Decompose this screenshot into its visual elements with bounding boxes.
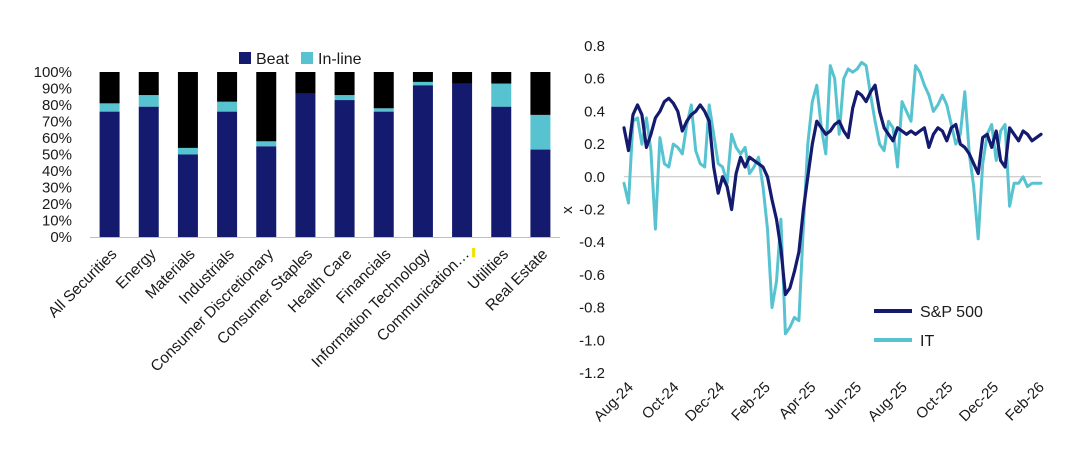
legend-swatch-inline xyxy=(301,52,313,64)
x-tick-label: Aug-24 xyxy=(591,379,637,425)
bar-segment-remainder xyxy=(99,72,120,104)
bar-segment-remainder xyxy=(530,72,551,115)
bar-segment-remainder xyxy=(412,72,433,82)
x-tick-label: Jun-25 xyxy=(821,379,865,423)
y-tick-label: 0.0 xyxy=(584,169,605,186)
bar-segment-remainder xyxy=(452,72,473,84)
bar-segment-remainder xyxy=(295,72,316,94)
bar-segment-in-line xyxy=(217,101,238,112)
legend-label-sp500: S&P 500 xyxy=(920,304,983,321)
bar-segment-remainder xyxy=(491,72,512,84)
y-tick-label: 0.6 xyxy=(584,71,605,88)
bar-segment-remainder xyxy=(138,72,159,96)
bar-segment-in-line xyxy=(412,81,433,86)
bar-segment-in-line xyxy=(373,108,394,112)
legend-swatch-beat xyxy=(239,52,251,64)
earnings-surprise-bar-chart: 0%10%20%30%40%50%60%70%80%90%100% All Sec… xyxy=(34,51,560,375)
y-tick-label: 0.4 xyxy=(584,103,605,120)
bar-segment-in-line xyxy=(138,95,159,107)
y-tick-label: 30% xyxy=(42,180,72,197)
bar-segment-beat xyxy=(334,100,355,237)
y-tick-label: -0.6 xyxy=(579,267,605,284)
bar-segment-beat xyxy=(530,149,551,237)
bar-segment-remainder xyxy=(217,72,238,102)
bar-segment-beat xyxy=(373,111,394,237)
x-tick-label: Apr-25 xyxy=(776,379,820,423)
legend-label-inline: In-line xyxy=(318,51,362,68)
y-tick-label: -0.8 xyxy=(579,300,605,317)
y-tick-label: -1.2 xyxy=(579,365,605,382)
highlight-marker xyxy=(472,248,476,257)
bar-segment-remainder xyxy=(177,72,198,148)
legend-label-it: IT xyxy=(920,333,934,350)
bar-segment-beat xyxy=(491,106,512,238)
y-tick-label: 100% xyxy=(34,64,72,81)
y-tick-label: 0.2 xyxy=(584,136,605,153)
bar-segment-remainder xyxy=(256,72,277,142)
bar-segment-beat xyxy=(138,106,159,238)
x-tick-label: Dec-24 xyxy=(682,379,728,425)
bar-segment-beat xyxy=(295,93,316,237)
bar-segment-in-line xyxy=(256,141,277,147)
x-tick-label: Aug-25 xyxy=(865,379,911,425)
y-tick-label: 70% xyxy=(42,114,72,131)
y-tick-label: 10% xyxy=(42,213,72,230)
bar-segment-beat xyxy=(99,111,120,237)
legend-label-beat: Beat xyxy=(256,51,289,68)
pe-ratio-line-chart: 0.8 0.6 0.4 0.2 0.0 -0.2 -0.4 -0.6 -0.8 -1.0 -1.2 x… xyxy=(559,38,1048,425)
y-axis-label: x xyxy=(559,206,576,214)
y-tick-label: -1.0 xyxy=(579,332,605,349)
series-line-it xyxy=(622,60,1043,336)
bar-segment-in-line xyxy=(334,95,355,101)
bar-segment-in-line xyxy=(99,103,120,112)
bar-segment-beat xyxy=(412,85,433,237)
series-line-sp500 xyxy=(622,83,1043,297)
y-tick-label: 0.8 xyxy=(584,38,605,55)
bar-segment-beat xyxy=(177,154,198,237)
bar-segment-in-line xyxy=(177,147,198,155)
x-tick-label: Feb-26 xyxy=(1002,379,1048,425)
x-tick-label: Dec-25 xyxy=(956,379,1002,425)
x-tick-label: Oct-25 xyxy=(913,379,957,423)
bar-segment-in-line xyxy=(530,114,551,150)
x-tick-label: Feb-25 xyxy=(728,379,774,425)
y-tick-label: 80% xyxy=(42,97,72,114)
y-tick-label: 90% xyxy=(42,81,72,98)
bar-segment-beat xyxy=(452,83,473,237)
y-tick-label: 0% xyxy=(50,229,72,246)
y-tick-label: 50% xyxy=(42,147,72,164)
bar-segment-remainder xyxy=(334,72,355,96)
bar-segment-beat xyxy=(256,146,277,237)
y-tick-label: -0.4 xyxy=(579,234,605,251)
y-tick-label: 20% xyxy=(42,196,72,213)
bar-segment-remainder xyxy=(373,72,394,109)
x-tick-label: Oct-24 xyxy=(639,379,683,423)
y-tick-label: -0.2 xyxy=(579,202,605,219)
category-label: All Securities xyxy=(45,246,121,322)
bar-segment-in-line xyxy=(491,83,512,107)
bar-segment-beat xyxy=(217,111,238,237)
y-tick-label: 60% xyxy=(42,130,72,147)
y-tick-label: 40% xyxy=(42,163,72,180)
